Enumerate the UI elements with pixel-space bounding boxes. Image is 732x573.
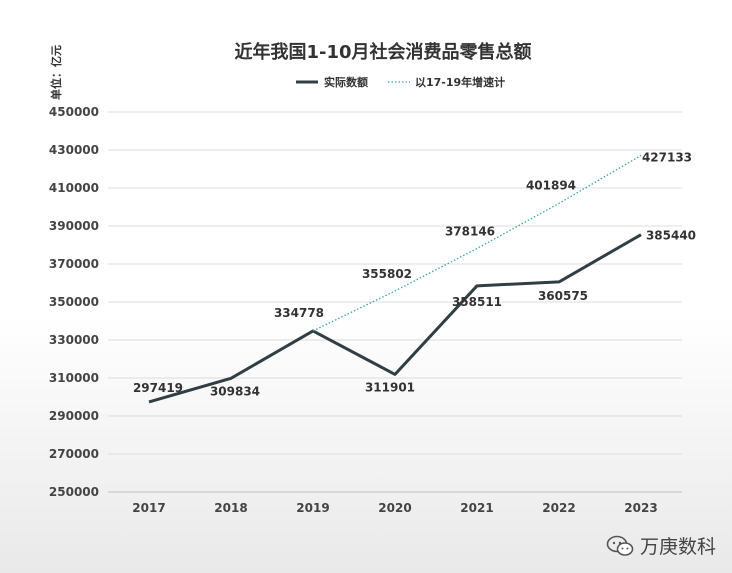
legend-label-actual: 实际数额 <box>324 75 368 89</box>
grid <box>108 111 682 493</box>
y-tick-label: 330000 <box>49 333 99 347</box>
data-label-actual: 297419 <box>133 381 183 395</box>
legend: 实际数额 以17-19年增速计 <box>296 75 505 89</box>
watermark-text: 万庚数科 <box>639 536 716 558</box>
y-tick-label: 270000 <box>49 447 99 461</box>
series-line-projected <box>312 154 642 332</box>
y-tick-label: 310000 <box>49 371 99 385</box>
y-tick-label: 430000 <box>49 143 99 157</box>
data-label-actual: 385440 <box>646 229 696 243</box>
y-tick-label: 250000 <box>49 485 99 499</box>
data-label-actual: 360575 <box>538 289 588 303</box>
data-label-projected: 427133 <box>642 150 692 164</box>
data-label-projected: 355802 <box>362 267 412 281</box>
y-tick-label: 370000 <box>49 257 99 271</box>
y-tick-label: 450000 <box>49 105 99 119</box>
series-group <box>148 154 642 404</box>
x-tick-label: 2023 <box>624 501 657 515</box>
y-tick-label: 350000 <box>49 295 99 309</box>
x-tick-label: 2017 <box>132 501 165 515</box>
data-label-actual: 311901 <box>365 380 415 394</box>
x-tick-label: 2018 <box>214 501 247 515</box>
data-label-projected: 378146 <box>445 225 495 239</box>
y-tick-label: 290000 <box>49 409 99 423</box>
legend-label-projected: 以17-19年增速计 <box>415 75 505 89</box>
y-axis-ticks: 250000 270000 290000 310000 330000 350000 3700… <box>49 105 99 499</box>
data-label-projected: 401894 <box>526 178 576 192</box>
chart-title: 近年我国1-10月社会消费品零售总额 <box>234 41 531 63</box>
watermark: 万庚数科 <box>606 532 716 559</box>
data-label-actual: 309834 <box>210 384 260 398</box>
series-line-actual <box>148 233 642 404</box>
x-tick-label: 2020 <box>378 501 411 515</box>
x-tick-label: 2021 <box>460 501 493 515</box>
data-label-projected: 334778 <box>274 306 324 320</box>
x-axis-ticks: 2017 2018 2019 2020 2021 2022 2023 <box>132 501 657 515</box>
x-tick-label: 2022 <box>542 501 575 515</box>
data-label-actual: 358511 <box>452 295 502 309</box>
unit-label: 单位：亿元 <box>49 45 63 100</box>
wechat-icon <box>606 535 634 556</box>
y-tick-label: 410000 <box>49 181 99 195</box>
x-tick-label: 2019 <box>296 501 329 515</box>
data-labels: 297419 309834 311901 358511 360575 385440 3347… <box>133 150 696 398</box>
y-tick-label: 390000 <box>49 219 99 233</box>
